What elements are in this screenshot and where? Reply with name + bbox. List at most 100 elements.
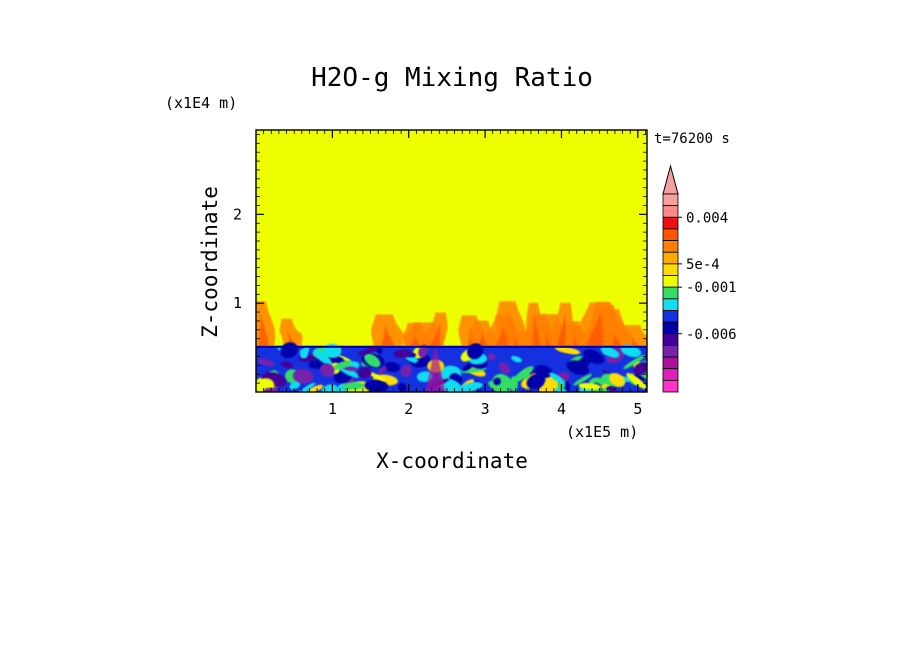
lower-layer-blob [364, 353, 381, 368]
plume-core [544, 333, 553, 346]
central-plume-stem [425, 343, 446, 392]
colorbar-level [662, 310, 679, 323]
lower-layer-blob [292, 368, 314, 384]
x-tick-label: 3 [481, 400, 490, 418]
lower-layer-blob [549, 372, 565, 385]
plume-core [585, 312, 604, 346]
lower-layer-blob [313, 349, 333, 366]
colorbar-label: 0.004 [686, 210, 728, 226]
colorbar-level [662, 286, 679, 300]
lower-layer-blob [308, 384, 324, 392]
plume [470, 320, 496, 346]
plume [402, 322, 429, 346]
plot-area [256, 130, 647, 392]
lower-layer-blob [357, 367, 372, 379]
colorbar: 0.004 5e-4 -0.001 -0.006 [662, 164, 737, 393]
plume [279, 318, 303, 346]
colorbar-level [662, 240, 679, 253]
lower-layer-blob [626, 373, 647, 389]
y-unit-label: (x1E4 m) [165, 94, 237, 112]
layer-boundary [256, 345, 647, 348]
lower-layer-blob [280, 361, 294, 369]
lower-layer-blob [526, 373, 546, 390]
x-tick-label: 2 [404, 400, 413, 418]
lower-layer-blob [493, 377, 502, 386]
lower-layer-blob [600, 346, 620, 358]
x-axis-label: X-coordinate [376, 449, 528, 473]
lower-layer-blob [440, 378, 462, 392]
x-tick-label: 1 [328, 400, 337, 418]
lower-layer-blob [488, 380, 511, 392]
colorbar-level [662, 321, 679, 335]
plume-core [556, 312, 566, 346]
plume [371, 314, 404, 346]
chart-title: H2O-g Mixing Ratio [311, 63, 593, 93]
colorbar-level [662, 298, 679, 311]
colorbar-level [662, 263, 679, 276]
lower-layer-blob [333, 360, 352, 370]
lower-layer-blob [538, 383, 556, 392]
lower-layer-blob [623, 355, 646, 370]
colorbar-level [662, 216, 679, 230]
lower-layer-blob [397, 382, 407, 392]
lower-layer-blob [289, 380, 301, 390]
colorbar-level [662, 356, 679, 370]
plume-core [629, 335, 644, 347]
colorbar-level [662, 379, 679, 393]
lower-layer-blob [415, 360, 427, 366]
plume-core [494, 325, 508, 346]
lower-layer-blob [400, 364, 412, 378]
plot-frame [255, 129, 648, 393]
colorbar-level [662, 333, 679, 346]
plume-core [258, 311, 269, 346]
plume-core [430, 322, 441, 346]
lower-layer-blob [357, 346, 379, 356]
colorbar-level [662, 205, 679, 218]
plume [551, 302, 573, 346]
plume-core [409, 332, 422, 346]
lower-layer-blob [384, 361, 401, 372]
plume-core [380, 324, 396, 346]
plume [425, 312, 448, 346]
lower-layer-blob [498, 362, 510, 375]
y-tick-label: 2 [233, 205, 242, 223]
colorbar-level [662, 193, 679, 207]
lower-layer-blob [339, 367, 360, 378]
colorbar-level [662, 275, 679, 288]
plume-core [572, 331, 582, 346]
plume-core [286, 328, 298, 346]
lower-layer-blob [573, 373, 593, 386]
colorbar-label: 5e-4 [686, 257, 720, 273]
x-unit-label: (x1E5 m) [566, 423, 638, 441]
plume-core [532, 312, 541, 346]
lower-layer-blob [576, 354, 593, 369]
lower-layer-blob [321, 384, 338, 392]
time-label: t=76200 s [654, 131, 730, 147]
colorbar-label: -0.006 [686, 327, 737, 343]
lower-layer-blob [299, 348, 308, 359]
colorbar-level [662, 345, 679, 358]
y-tick-label: 1 [233, 294, 242, 312]
lower-layer-blob [523, 371, 530, 380]
lower-layer-blob [294, 382, 316, 392]
lower-layer-blob [342, 382, 365, 390]
x-tick-label: 4 [557, 400, 566, 418]
lower-layer-blob [418, 344, 429, 358]
plume [618, 325, 647, 346]
lower-layer-blob [258, 358, 275, 367]
lower-layer-blob [319, 363, 335, 377]
x-tick-label: 5 [633, 400, 642, 418]
plume [538, 323, 557, 346]
lower-layer-blob [511, 355, 523, 363]
colorbar-level [662, 228, 679, 241]
x-axis: 1 2 3 4 5 [263, 130, 646, 418]
y-axis: 12 [233, 134, 647, 384]
plume-core [477, 330, 489, 346]
lower-layer-blob [487, 353, 496, 361]
lower-layer-blob [609, 373, 626, 387]
plume-field [256, 301, 647, 350]
lower-layer-blob [343, 366, 358, 372]
colorbar-level [662, 251, 679, 265]
colorbar-label: -0.001 [686, 280, 737, 296]
